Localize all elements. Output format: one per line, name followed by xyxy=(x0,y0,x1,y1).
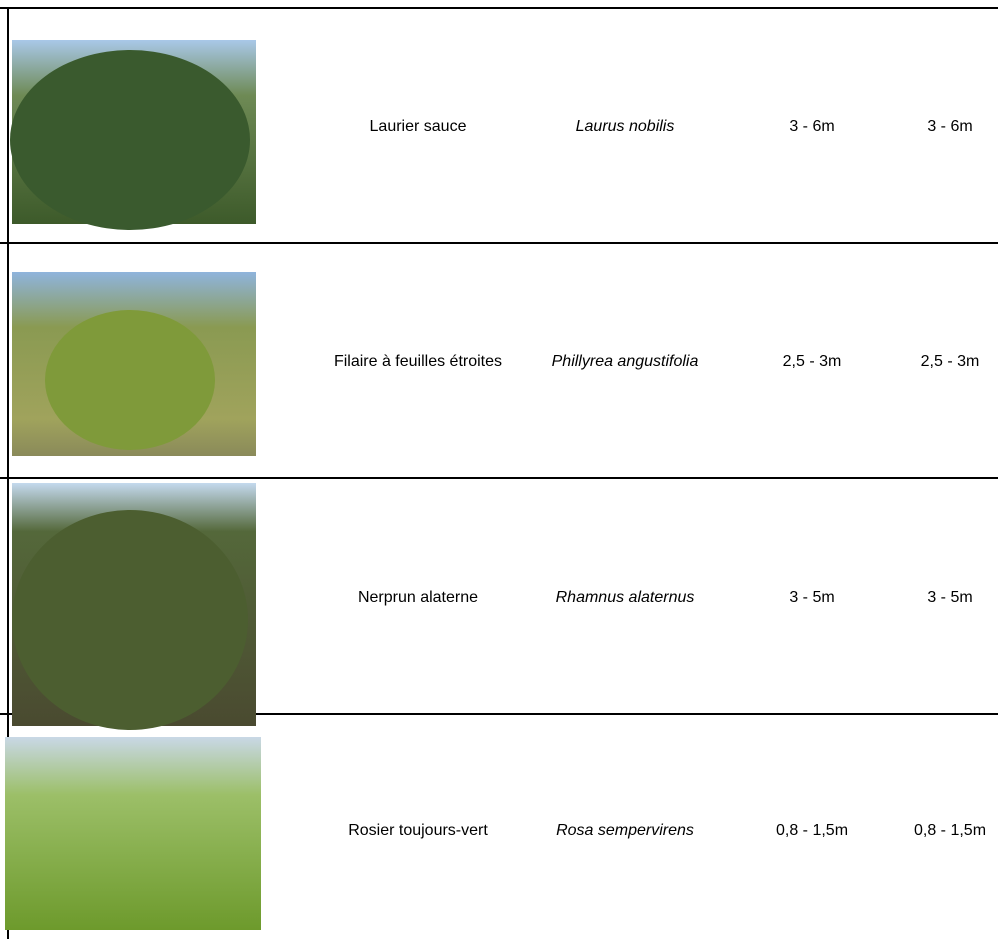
height: 2,5 - 3m xyxy=(783,353,842,370)
common-name: Filaire à feuilles étroites xyxy=(334,353,502,370)
plant-photo xyxy=(45,310,215,450)
latin-name: Rosa sempervirens xyxy=(556,822,694,839)
common-name: Laurier sauce xyxy=(370,118,467,135)
common-name: Nerprun alaterne xyxy=(358,589,478,606)
latin-name: Laurus nobilis xyxy=(576,118,675,135)
width: 2,5 - 3m xyxy=(921,353,980,370)
plant-photo xyxy=(5,737,261,930)
width: 3 - 5m xyxy=(927,589,972,606)
plant-photo xyxy=(12,510,248,730)
latin-name: Rhamnus alaternus xyxy=(556,589,695,606)
latin-name: Phillyrea angustifolia xyxy=(552,353,699,370)
width: 0,8 - 1,5m xyxy=(914,822,986,839)
height: 3 - 5m xyxy=(789,589,834,606)
plant-photo xyxy=(10,50,250,230)
height: 0,8 - 1,5m xyxy=(776,822,848,839)
height: 3 - 6m xyxy=(789,118,834,135)
width: 3 - 6m xyxy=(927,118,972,135)
common-name: Rosier toujours-vert xyxy=(348,822,488,839)
